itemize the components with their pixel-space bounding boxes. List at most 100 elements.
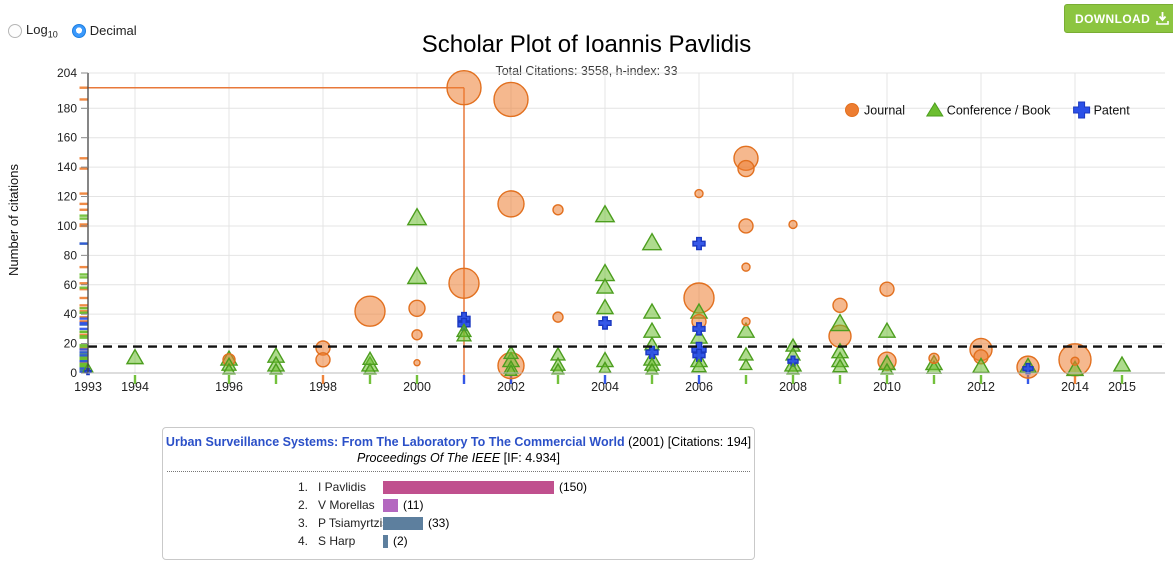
journal-point[interactable] — [552, 311, 564, 323]
patent-point[interactable] — [692, 236, 706, 251]
x-axis-rug-mark — [932, 375, 936, 384]
x-tick-label: 1996 — [215, 380, 243, 394]
y-axis-rug-mark — [79, 367, 88, 370]
conference-point[interactable] — [739, 358, 753, 371]
conference-point[interactable] — [269, 362, 283, 375]
conference-point[interactable] — [406, 207, 428, 226]
journal-point[interactable] — [552, 204, 564, 216]
conference-point[interactable] — [406, 266, 428, 285]
journal-point[interactable] — [737, 159, 755, 178]
paper-title-line: Urban Surveillance Systems: From The Lab… — [163, 435, 754, 449]
conference-point[interactable] — [1065, 359, 1085, 377]
conference-point[interactable] — [455, 327, 473, 342]
y-tick-label: 120 — [57, 190, 77, 204]
radio-unselected-icon[interactable] — [8, 23, 22, 38]
journal-point[interactable] — [408, 299, 426, 317]
journal-point[interactable] — [315, 352, 331, 368]
journal-point[interactable] — [741, 262, 751, 272]
legend-item-journal[interactable]: Journal — [845, 103, 906, 118]
conference-point[interactable] — [880, 362, 894, 375]
legend-item-patent[interactable]: Patent — [1073, 101, 1131, 119]
conference-point[interactable] — [641, 232, 663, 251]
conference-point[interactable] — [877, 321, 897, 338]
conference-point[interactable] — [363, 362, 377, 375]
conference-point[interactable] — [645, 362, 659, 375]
legend-label: Conference / Book — [947, 104, 1051, 118]
journal-point[interactable] — [832, 297, 848, 314]
journal-point[interactable] — [493, 81, 529, 118]
author-citation-bar — [383, 534, 388, 548]
y-axis-rug-mark — [79, 307, 88, 310]
decimal-scale-radio[interactable]: Decimal — [71, 23, 137, 38]
conference-point[interactable] — [831, 358, 849, 373]
conference-point[interactable] — [222, 362, 236, 375]
y-axis-title: Number of citations — [6, 164, 21, 276]
journal-point[interactable] — [694, 188, 704, 199]
journal-point[interactable] — [354, 295, 386, 327]
conference-point[interactable] — [642, 321, 662, 338]
y-tick-label: 204 — [57, 66, 77, 80]
journal-point[interactable] — [1070, 356, 1080, 366]
y-axis-rug-mark — [79, 361, 88, 364]
conference-point[interactable] — [736, 321, 756, 338]
x-tick-label: 1994 — [121, 380, 149, 394]
x-axis-rug-mark — [838, 375, 842, 384]
patent-point[interactable] — [692, 348, 706, 363]
radio-selected-icon[interactable] — [71, 23, 86, 38]
y-axis-rug-mark — [79, 323, 88, 326]
patent-point[interactable] — [598, 316, 612, 330]
conference-point[interactable] — [595, 298, 615, 315]
y-axis-rug-mark — [79, 98, 88, 101]
conference-point[interactable] — [786, 362, 800, 375]
conference-point[interactable] — [690, 358, 708, 373]
journal-point[interactable] — [788, 219, 798, 230]
patent-point[interactable] — [692, 322, 706, 336]
x-tick-label: 2010 — [873, 380, 901, 394]
conference-point[interactable] — [829, 313, 851, 332]
legend-item-conference[interactable]: Conference / Book — [925, 102, 1051, 118]
paper-title-link[interactable]: Urban Surveillance Systems: From The Lab… — [165, 435, 625, 449]
journal-point[interactable] — [738, 218, 754, 234]
x-tick-label: 2002 — [497, 380, 525, 394]
journal-point[interactable] — [411, 329, 423, 341]
conference-point[interactable] — [971, 357, 991, 374]
x-tick-label: 2012 — [967, 380, 995, 394]
author-rank: 2. — [298, 498, 309, 512]
y-axis-rug-mark — [79, 320, 88, 323]
x-axis-rug-mark — [462, 375, 466, 384]
download-button[interactable]: DOWNLOAD — [1064, 4, 1173, 33]
author-row: 3. P Tsiamyrtzis (33) — [298, 514, 754, 532]
journal-point[interactable] — [413, 359, 421, 367]
conference-point[interactable] — [502, 345, 520, 360]
patent-point[interactable] — [645, 345, 659, 360]
conference-point[interactable] — [125, 348, 145, 365]
conference-point[interactable] — [595, 277, 615, 294]
paper-venue-line: Proceedings Of The IEEE [IF: 4.934] — [163, 451, 754, 465]
y-axis-rug-mark — [79, 273, 88, 276]
x-axis-rug-mark — [1026, 375, 1030, 384]
conference-point[interactable] — [551, 362, 565, 375]
author-citation-bar — [383, 498, 398, 512]
conference-point[interactable] — [642, 302, 662, 319]
x-axis-rug-mark — [227, 375, 231, 384]
journal-point[interactable] — [741, 316, 751, 327]
log-scale-radio[interactable]: Log10 — [8, 22, 58, 40]
conference-point[interactable] — [594, 204, 616, 223]
journal-point[interactable] — [448, 267, 480, 299]
x-axis-rug-mark — [885, 375, 889, 384]
y-axis-rug-mark — [79, 296, 88, 300]
journal-point[interactable] — [928, 352, 940, 364]
conference-point[interactable] — [598, 360, 612, 374]
y-axis-rug-mark — [79, 282, 88, 285]
y-axis-rug-mark — [79, 358, 88, 361]
journal-point[interactable] — [446, 70, 482, 106]
y-axis-rug-mark — [79, 287, 88, 291]
journal-point[interactable] — [879, 281, 895, 297]
patent-point[interactable] — [1022, 362, 1034, 375]
conference-point[interactable] — [1112, 355, 1132, 372]
x-tick-label: 1998 — [309, 380, 337, 394]
y-axis-rug-mark — [79, 354, 88, 357]
journal-point[interactable] — [497, 190, 525, 218]
y-axis-rug-mark — [79, 345, 88, 348]
x-axis-rug-mark — [133, 375, 137, 384]
